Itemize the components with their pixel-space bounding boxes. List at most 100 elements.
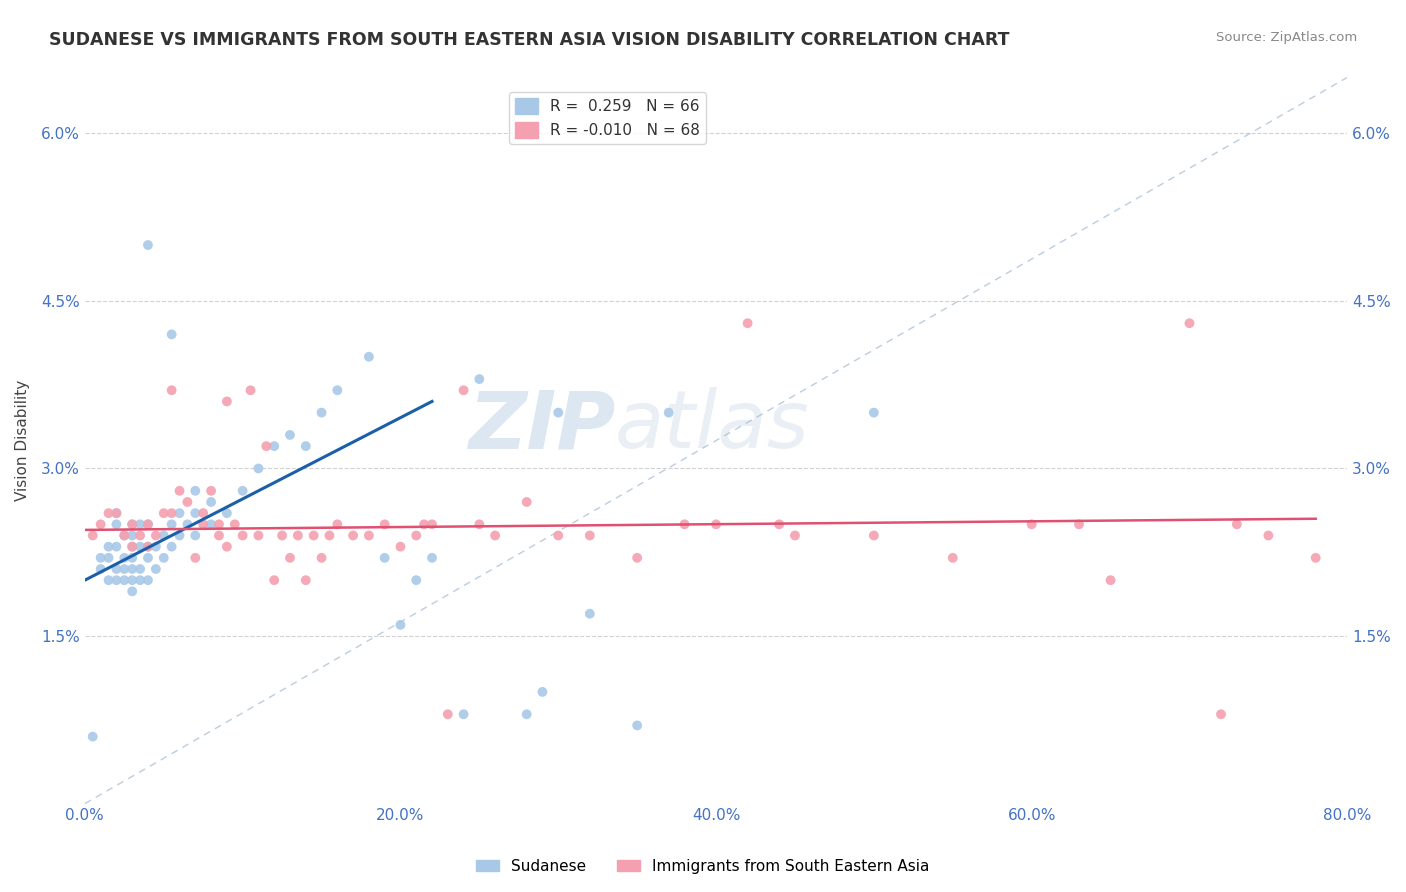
Point [200, 517, 222, 532]
Point [1209, 707, 1232, 722]
Point [302, 528, 325, 542]
Point [105, 562, 128, 576]
Point [768, 517, 790, 532]
Point [547, 406, 569, 420]
Point [208, 528, 231, 542]
Point [531, 685, 554, 699]
Point [90, 517, 112, 532]
Point [105, 506, 128, 520]
Point [326, 517, 349, 532]
Point [160, 540, 183, 554]
Point [112, 550, 135, 565]
Point [200, 495, 222, 509]
Point [704, 517, 727, 532]
Point [121, 517, 143, 532]
Point [863, 528, 886, 542]
Point [215, 394, 238, 409]
Point [942, 550, 965, 565]
Point [484, 528, 506, 542]
Point [160, 327, 183, 342]
Point [121, 540, 143, 554]
Point [145, 562, 167, 576]
Point [129, 528, 152, 542]
Text: Source: ZipAtlas.com: Source: ZipAtlas.com [1216, 31, 1357, 45]
Point [112, 528, 135, 542]
Legend: Sudanese, Immigrants from South Eastern Asia: Sudanese, Immigrants from South Eastern … [470, 853, 936, 880]
Point [82, 730, 104, 744]
Point [468, 372, 491, 386]
Point [184, 483, 207, 498]
Point [97, 550, 120, 565]
Point [112, 573, 135, 587]
Point [239, 384, 262, 398]
Point [1178, 316, 1201, 330]
Point [863, 406, 886, 420]
Point [413, 517, 436, 532]
Point [152, 550, 174, 565]
Point [82, 528, 104, 542]
Point [184, 506, 207, 520]
Point [1226, 517, 1249, 532]
Point [200, 483, 222, 498]
Point [176, 517, 198, 532]
Point [121, 573, 143, 587]
Point [578, 607, 600, 621]
Point [97, 506, 120, 520]
Point [160, 384, 183, 398]
Point [193, 506, 215, 520]
Point [112, 562, 135, 576]
Point [121, 562, 143, 576]
Point [152, 506, 174, 520]
Point [105, 517, 128, 532]
Point [232, 483, 254, 498]
Point [97, 573, 120, 587]
Text: SUDANESE VS IMMIGRANTS FROM SOUTH EASTERN ASIA VISION DISABILITY CORRELATION CHA: SUDANESE VS IMMIGRANTS FROM SOUTH EASTER… [49, 31, 1010, 49]
Point [389, 540, 412, 554]
Point [193, 517, 215, 532]
Legend: R =  0.259   N = 66, R = -0.010   N = 68: R = 0.259 N = 66, R = -0.010 N = 68 [509, 93, 706, 145]
Point [405, 573, 427, 587]
Point [436, 707, 458, 722]
Point [405, 528, 427, 542]
Point [145, 540, 167, 554]
Point [129, 562, 152, 576]
Point [184, 550, 207, 565]
Point [1305, 550, 1327, 565]
Point [121, 517, 143, 532]
Point [169, 528, 191, 542]
Point [129, 573, 152, 587]
Point [105, 573, 128, 587]
Point [129, 517, 152, 532]
Text: ZIP: ZIP [468, 387, 614, 465]
Point [184, 528, 207, 542]
Text: atlas: atlas [614, 387, 810, 465]
Point [453, 384, 475, 398]
Point [311, 550, 333, 565]
Point [318, 528, 340, 542]
Point [97, 540, 120, 554]
Point [208, 517, 231, 532]
Point [176, 495, 198, 509]
Point [136, 517, 159, 532]
Point [357, 528, 380, 542]
Point [420, 550, 443, 565]
Point [547, 528, 569, 542]
Point [169, 483, 191, 498]
Point [112, 528, 135, 542]
Point [215, 540, 238, 554]
Point [121, 550, 143, 565]
Point [160, 517, 183, 532]
Point [1021, 517, 1043, 532]
Point [152, 528, 174, 542]
Point [263, 439, 285, 453]
Point [420, 517, 443, 532]
Point [247, 528, 270, 542]
Point [215, 506, 238, 520]
Point [145, 528, 167, 542]
Point [169, 506, 191, 520]
Point [389, 618, 412, 632]
Point [374, 517, 396, 532]
Point [90, 562, 112, 576]
Point [374, 550, 396, 565]
Point [121, 540, 143, 554]
